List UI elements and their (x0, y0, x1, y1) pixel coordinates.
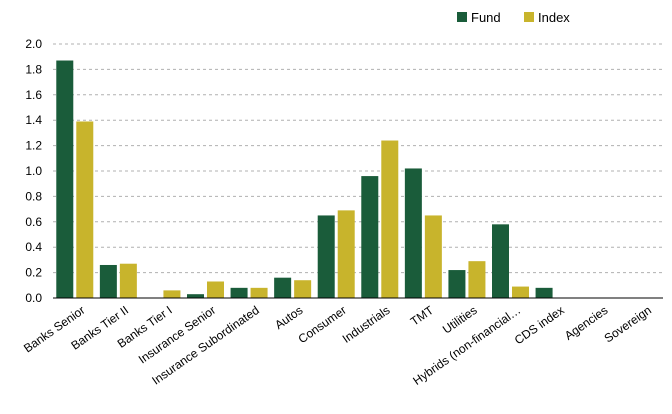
y-tick-label: 0.8 (25, 189, 42, 203)
x-tick-label: Industrials (340, 303, 393, 346)
bar-index-industrials (381, 140, 399, 298)
y-tick-label: 1.0 (25, 164, 42, 178)
y-tick-label: 0.6 (25, 215, 42, 229)
y-axis-ticks: 0.0 0.2 0.4 0.6 0.8 1.0 1.2 1.4 1.6 1.8 2.0 (25, 37, 42, 305)
legend: Fund Index (457, 10, 570, 25)
bar-index-consumer (337, 210, 355, 298)
bar-index-banks-tier-ii (119, 263, 137, 298)
x-tick-label: TMT (408, 303, 437, 329)
x-tick-label: Consumer (296, 303, 349, 346)
gridlines (53, 43, 663, 274)
bar-index-tmt (424, 215, 442, 298)
bar-fund-consumer (317, 215, 335, 298)
legend-label-index: Index (538, 10, 570, 25)
bar-fund-utilities (448, 270, 466, 298)
y-tick-label: 2.0 (25, 37, 42, 51)
bar-fund-hybrids-non-financial (492, 224, 509, 298)
x-tick-label: Autos (272, 303, 305, 332)
bar-fund-autos (274, 277, 292, 298)
legend-swatch-fund (457, 12, 467, 22)
bar-index-autos (294, 280, 312, 298)
y-tick-label: 1.2 (25, 139, 42, 153)
legend-swatch-index (524, 12, 534, 22)
y-tick-label: 0.2 (25, 266, 42, 280)
y-tick-label: 0.0 (25, 291, 42, 305)
bar-fund-insurance-senior (187, 294, 204, 298)
y-tick-label: 1.6 (25, 88, 42, 102)
bar-index-insurance-subordinated (250, 287, 268, 298)
bar-index-hybrids-non-financial (512, 286, 529, 298)
bar-fund-cds-index (535, 287, 553, 298)
bars (56, 60, 553, 299)
bar-fund-insurance-subordinated (230, 287, 248, 298)
y-tick-label: 1.4 (25, 113, 42, 127)
x-tick-label: Sovereign (602, 303, 654, 345)
y-tick-label: 1.8 (25, 62, 42, 76)
bar-fund-banks-senior (56, 60, 74, 299)
bar-index-insurance-senior (207, 281, 224, 298)
bar-fund-banks-tier-ii (99, 264, 117, 298)
y-tick-label: 0.4 (25, 240, 42, 254)
bar-index-banks-tier-i (163, 290, 181, 298)
legend-label-fund: Fund (471, 10, 501, 25)
x-tick-label: CDS index (512, 303, 567, 347)
bar-fund-industrials (361, 176, 379, 298)
bar-index-banks-senior (76, 121, 94, 298)
bar-index-utilities (468, 261, 486, 298)
bar-fund-tmt (404, 168, 422, 298)
